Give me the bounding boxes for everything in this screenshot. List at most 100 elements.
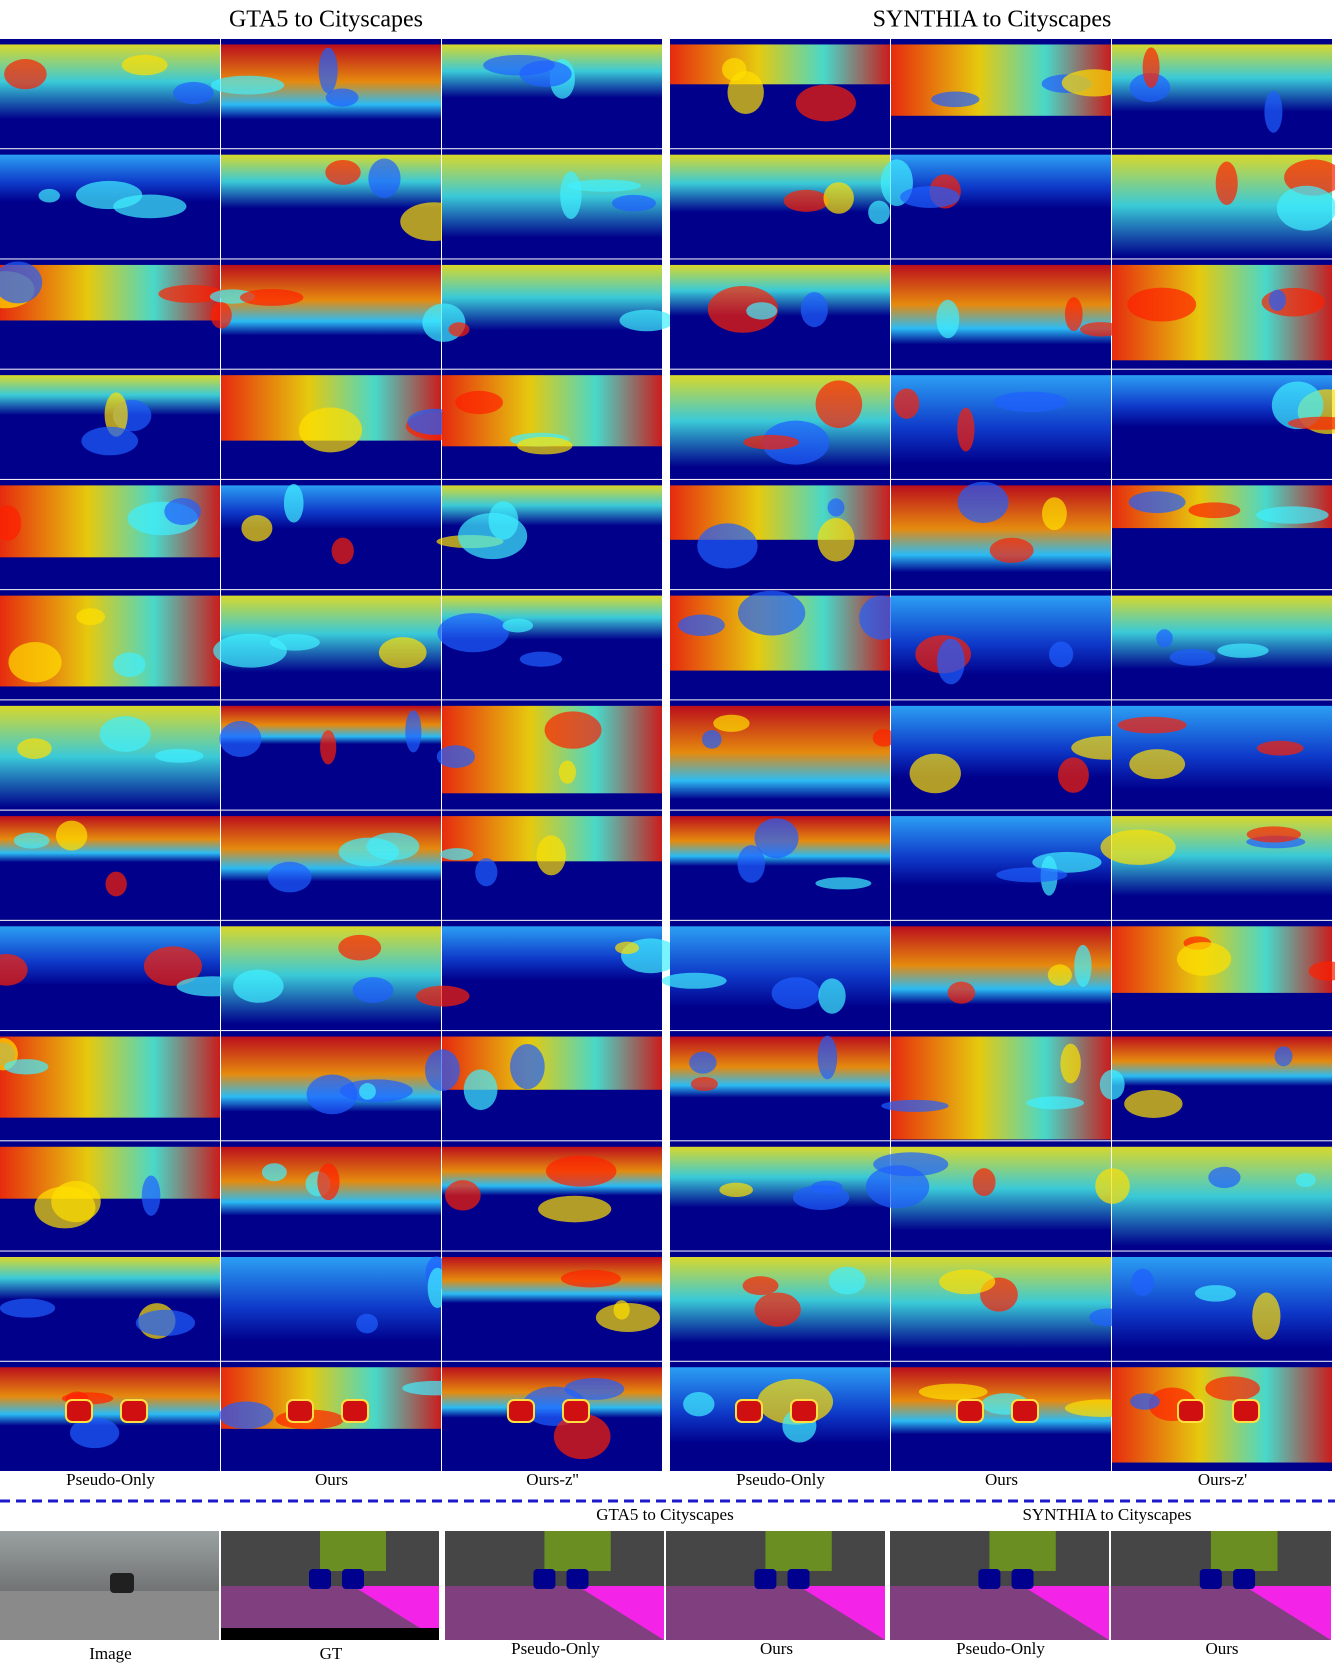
heatmap-blob	[1117, 716, 1187, 734]
heatmap-blob	[356, 1313, 378, 1334]
heatmap	[0, 1251, 220, 1361]
seg-car	[566, 1569, 589, 1589]
heatmap	[891, 810, 1111, 920]
heatmap-blob	[3, 1059, 49, 1075]
heatmap	[1100, 810, 1332, 920]
heatmap	[436, 479, 662, 590]
heatmap-band	[670, 154, 890, 213]
seg-car	[1233, 1569, 1256, 1589]
seg-void	[221, 1628, 439, 1640]
heatmap-band	[670, 705, 890, 800]
heatmap	[221, 1251, 448, 1361]
car-blob	[65, 1399, 93, 1423]
heatmap-blob	[436, 745, 475, 769]
heatmap-blob	[70, 1417, 120, 1449]
heatmap-blob	[121, 54, 168, 76]
heatmap	[670, 1251, 890, 1361]
photo-road	[0, 1591, 219, 1640]
heatmap-blob	[519, 651, 563, 667]
heatmap	[670, 1031, 890, 1141]
heatmap-blob	[0, 261, 43, 304]
heatmap-blob	[615, 941, 640, 955]
heatmap-blob	[34, 1186, 96, 1229]
heatmap-blob	[210, 75, 285, 95]
heatmap-blob	[743, 434, 799, 450]
heatmap-blob	[536, 835, 566, 876]
segmentation	[1111, 1531, 1331, 1640]
column-label: Ours	[315, 1470, 348, 1489]
heatmap-blob	[424, 1049, 460, 1092]
bottom-title: SYNTHIA to Cityscapes	[1022, 1505, 1191, 1524]
heatmap-blob	[1308, 961, 1335, 981]
heatmap-blob	[737, 590, 806, 636]
heatmap-blob	[1284, 159, 1335, 196]
heatmap-blob	[538, 1195, 612, 1223]
heatmap	[891, 259, 1122, 369]
heatmap	[891, 39, 1128, 149]
heatmap	[0, 1031, 220, 1141]
heatmap-blob	[455, 390, 503, 415]
heatmap-blob	[0, 953, 28, 986]
heatmap	[661, 920, 890, 1031]
heatmap-blob	[164, 498, 201, 526]
heatmap	[1112, 920, 1335, 1031]
heatmap-blob	[463, 1069, 498, 1111]
seg-vegetation	[544, 1531, 611, 1571]
heatmap	[670, 1141, 890, 1251]
heatmap	[1112, 39, 1332, 149]
heatmap-blob	[595, 1303, 660, 1333]
photo	[0, 1531, 219, 1640]
heatmap	[670, 149, 890, 259]
seg-sidewalk	[353, 1586, 439, 1640]
heatmap-blob	[560, 1269, 621, 1288]
heatmap-blob	[352, 977, 394, 1003]
heatmap	[1099, 1031, 1332, 1141]
heatmap-blob	[560, 171, 582, 219]
heatmap-blob	[448, 322, 470, 337]
heatmap-blob	[1100, 829, 1176, 865]
heatmap	[1112, 700, 1332, 810]
heatmap-band	[0, 1257, 220, 1300]
heatmap-blob	[325, 159, 361, 185]
heatmap-blob	[213, 633, 287, 668]
heatmap-blob	[683, 1391, 715, 1417]
heatmap-blob	[737, 845, 766, 883]
heatmap-blob	[437, 613, 509, 653]
heatmap-blob	[318, 47, 338, 94]
heatmap-blob	[918, 1383, 988, 1400]
heatmap-blob	[792, 1185, 850, 1210]
heatmap-blob	[909, 753, 961, 794]
heatmap-blob	[113, 652, 146, 678]
heatmap-band	[221, 154, 441, 209]
heatmap-blob	[939, 1269, 996, 1295]
heatmap-blob	[661, 972, 727, 989]
heatmap-blob	[1032, 851, 1102, 873]
heatmap-blob	[701, 729, 722, 749]
heatmap-blob	[1130, 1393, 1160, 1410]
heatmap-blob	[1169, 648, 1216, 666]
seg-car	[754, 1569, 777, 1589]
heatmap-blob	[359, 1083, 376, 1100]
heatmap-blob	[368, 158, 401, 199]
heatmap	[1112, 259, 1332, 369]
image-label: Ours	[760, 1639, 793, 1658]
heatmap-blob	[697, 523, 758, 569]
heatmap-blob	[1131, 1268, 1155, 1296]
heatmap-band	[670, 264, 890, 317]
heatmap	[670, 259, 890, 369]
heatmap-band	[670, 1146, 890, 1208]
seg-car	[1199, 1569, 1222, 1589]
heatmap-blob	[754, 1292, 801, 1327]
heatmap-blob	[1079, 322, 1122, 337]
heatmap-blob	[298, 407, 363, 453]
photo-car	[110, 1573, 134, 1593]
heatmap-blob	[378, 637, 427, 669]
heatmap-blob	[619, 309, 674, 332]
heatmap-blob	[690, 1076, 718, 1092]
car-blob	[1232, 1399, 1260, 1423]
heatmap	[442, 1251, 662, 1361]
heatmap-band	[1112, 1036, 1332, 1086]
heatmap-blob	[1276, 185, 1335, 231]
heatmap-blob	[516, 436, 573, 455]
heatmap-blob	[545, 1155, 617, 1187]
